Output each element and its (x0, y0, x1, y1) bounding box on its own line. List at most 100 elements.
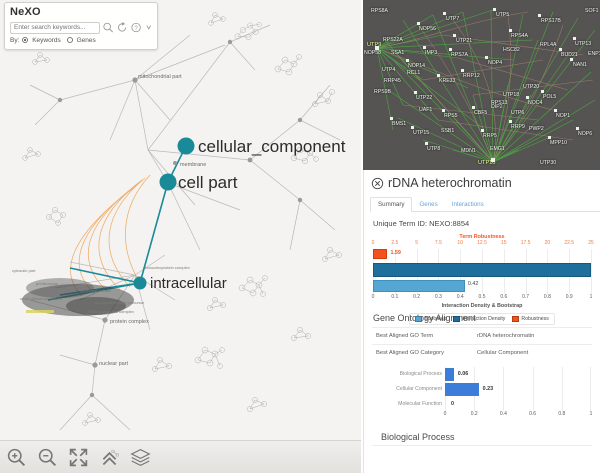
gene-label-nop6[interactable]: NOP6 (578, 131, 593, 137)
gene-label-nop14[interactable]: NOP14 (408, 63, 426, 69)
tab-interactions[interactable]: Interactions (451, 201, 484, 208)
leaf-clusters (22, 12, 342, 426)
gene-label-rps22a[interactable]: RPS22A (383, 37, 403, 43)
go-bar-biological-process (445, 368, 454, 381)
gene-label-mdn1[interactable]: MDN1 (461, 148, 476, 154)
gene-label-utp13[interactable]: UTP13 (575, 41, 592, 47)
zoom-in-icon[interactable] (6, 447, 27, 468)
gene-label-noc4[interactable]: NOC4 (528, 100, 543, 106)
node-label-cytosolic-part: cytosolic part (12, 268, 36, 273)
gene-label-rps9b[interactable]: RPS9B (374, 89, 392, 95)
fit-screen-icon[interactable] (68, 447, 89, 468)
tick-top-12_5: 12.5 (477, 240, 487, 246)
close-icon[interactable] (371, 177, 384, 190)
legend-item-interaction-density: Interaction Density (453, 316, 505, 322)
top-axis-ticks: 0 2.5 5 7.5 10 12.5 15 17.5 20 22.5 25 (372, 240, 594, 248)
gene-label-rpl4a[interactable]: RPL4A (540, 42, 557, 48)
go-cat-cellular-component: Cellular Component (396, 386, 442, 392)
gene-label-pwp2[interactable]: PWP2 (529, 126, 544, 132)
gene-label-utp6[interactable]: UTP6 (511, 110, 525, 116)
search-input[interactable] (10, 21, 100, 34)
gene-label-utp9[interactable]: UTP9 (367, 42, 382, 48)
ontology-network-panel[interactable]: cellular_component cell part intracellul… (0, 0, 361, 473)
gene-label-utp10[interactable]: UTP10 (478, 160, 496, 166)
node-cell-part (159, 173, 177, 191)
zoom-out-icon[interactable] (37, 447, 58, 468)
gene-label-rcl1[interactable]: RCL1 (407, 70, 421, 76)
gene-label-kre33[interactable]: KRE33 (439, 78, 456, 84)
gene-label-emg1[interactable]: EMG1 (490, 146, 505, 152)
search-panel[interactable]: NeXO ? By: (4, 2, 158, 50)
gene-label-bms1[interactable]: BMS1 (392, 121, 407, 127)
gene-label-mpp10[interactable]: MPP10 (550, 140, 568, 146)
node-label-cellular-component: cellular_component (198, 137, 346, 156)
gene-label-rps5[interactable]: RPS5 (444, 113, 458, 119)
tick-bot-0_5: 0.5 (478, 294, 486, 300)
gene-label-utp20[interactable]: UTP20 (523, 84, 540, 90)
tick-bot-0_3: 0.3 (434, 294, 442, 300)
gene-label-rrp9[interactable]: RRP9 (511, 124, 525, 130)
tick-top-2_5: 2.5 (391, 240, 399, 246)
go-row-best-term: Best Aligned GO Term rDNA heterochromati… (372, 327, 592, 344)
gene-label-nan1[interactable]: NAN1 (573, 62, 587, 68)
gene-label-rps8a[interactable]: RPS8A (371, 8, 389, 14)
gene-label-rps4a[interactable]: RPS4A (511, 33, 529, 39)
gene-label-utp5[interactable]: UTP5 (496, 12, 510, 18)
gene-label-uaf1[interactable]: UAF1 (419, 107, 433, 113)
gene-interaction-network[interactable]: UTP9 UTP10 RPS8A UTP7 UTP5 RPS17B NOP56 … (363, 0, 600, 170)
layers-icon[interactable] (130, 447, 151, 468)
help-icon[interactable]: ? (130, 21, 142, 34)
term-detail-panel: rDNA heterochromatin Summary Genes Inter… (363, 170, 600, 473)
gene-label-nop56[interactable]: NOP56 (419, 26, 437, 32)
legend-swatch-interaction-density (453, 316, 461, 322)
refresh-icon[interactable] (116, 21, 128, 34)
radio-keywords[interactable]: Keywords (22, 37, 61, 44)
tab-genes[interactable]: Genes (419, 201, 438, 208)
gene-label-nop1[interactable]: NOP1 (556, 113, 571, 119)
bar-interaction-density (373, 263, 591, 277)
gene-label-dip2[interactable]: DIP2 (491, 104, 503, 110)
gene-label-rps13[interactable]: RPS13 (491, 100, 508, 106)
ontology-network-graph[interactable] (0, 0, 361, 473)
gene-label-hsc82[interactable]: HSC82 (503, 47, 520, 53)
network-toolbar[interactable] (0, 440, 361, 473)
gene-label-ssb1[interactable]: SSB1 (441, 128, 455, 134)
go-val-molecular-function: 0 (451, 401, 454, 407)
gene-label-cbf5[interactable]: CBF5 (474, 110, 488, 116)
search-icon[interactable] (102, 21, 114, 34)
node-cellular-component (177, 137, 195, 155)
gene-label-nop4[interactable]: NOP4 (488, 60, 503, 66)
legend-item-bootstrap: Bootstrap (415, 316, 446, 322)
gene-label-rrp5[interactable]: RRP5 (483, 133, 497, 139)
gene-label-utp22[interactable]: UTP22 (416, 95, 433, 101)
bar-bootstrap (373, 280, 465, 292)
node-label-intracellular: intracellular (150, 275, 227, 292)
gene-label-utp4[interactable]: UTP4 (382, 67, 396, 73)
gene-label-rrp45[interactable]: RRP45 (384, 78, 401, 84)
gene-label-utp21[interactable]: UTP21 (456, 38, 473, 44)
gene-label-rps17b[interactable]: RPS17B (541, 18, 561, 24)
legend-swatch-robustness (512, 316, 520, 322)
gene-label-enp1[interactable]: ENP1 (588, 51, 600, 57)
radio-genes[interactable]: Genes (66, 37, 96, 44)
gene-label-pol5[interactable]: POL5 (543, 94, 557, 100)
detail-tabs[interactable]: Summary Genes Interactions (370, 196, 600, 212)
gene-label-bud21[interactable]: BUD21 (561, 52, 578, 58)
gene-label-utp15[interactable]: UTP15 (413, 130, 430, 136)
gene-label-rps7a[interactable]: RPS7A (451, 52, 469, 58)
gene-label-utp30[interactable]: UTP30 (540, 160, 557, 166)
gene-label-ssa1[interactable]: SSA1 (391, 50, 405, 56)
gene-label-rrp12[interactable]: RRP12 (463, 73, 480, 79)
tick-bot-0_7: 0.7 (522, 294, 530, 300)
chevron-down-icon[interactable] (145, 21, 152, 34)
gene-label-imp3[interactable]: IMP3 (425, 50, 438, 56)
gene-label-nop58[interactable]: NOP58 (364, 50, 382, 56)
gene-label-utp8[interactable]: UTP8 (427, 146, 441, 152)
gene-label-utp18[interactable]: UTP18 (503, 92, 520, 98)
tab-summary[interactable]: Summary (370, 197, 413, 212)
gene-label-sof1[interactable]: SOF1 (585, 8, 599, 14)
node-label-cell-part: cell part (178, 173, 238, 192)
node-label-ribosomal-subunit-precursor: ribosomal subunit precursor (95, 300, 145, 305)
gene-label-utp7[interactable]: UTP7 (446, 16, 460, 22)
collapse-icon[interactable] (99, 447, 120, 468)
